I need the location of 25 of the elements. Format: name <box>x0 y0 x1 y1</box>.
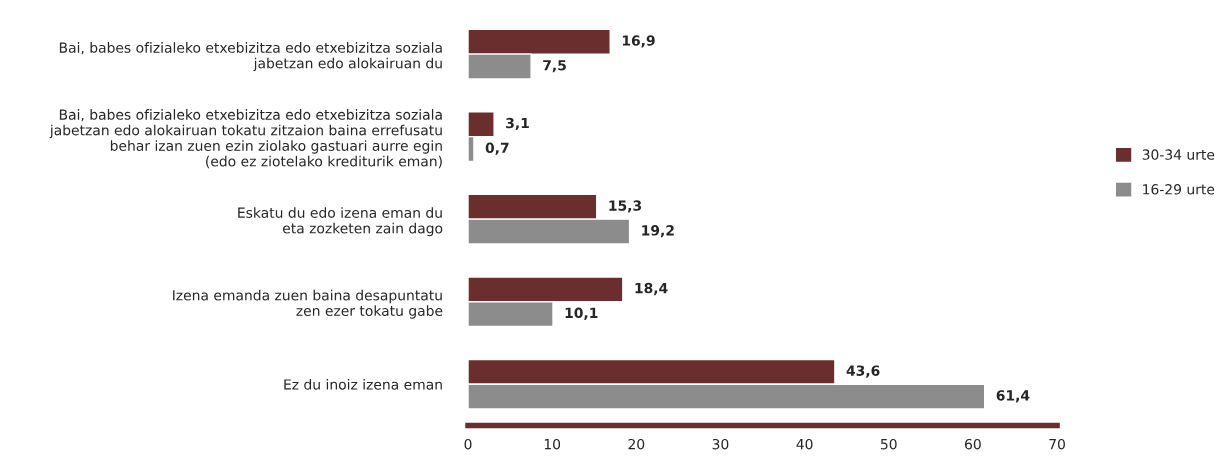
legend-label: 30-34 urte <box>1142 149 1215 160</box>
x-tick-label: 70 <box>1049 438 1065 450</box>
data-label: 16,9 <box>622 35 655 48</box>
x-tick-label: 20 <box>628 438 645 450</box>
x-tick-label: 50 <box>880 438 897 450</box>
y-tick-label: Bai, babes ofizialeko etxebizitza edo etxebizitza soziala jabetzan edo alokairuan du <box>59 42 442 72</box>
data-label: 43,6 <box>846 365 880 378</box>
data-label: 18,4 <box>635 282 668 296</box>
data-label: 61,4 <box>996 390 1030 403</box>
x-tick-label: 0 <box>464 438 472 450</box>
x-tick-label: 60 <box>965 438 981 450</box>
data-label: 7,5 <box>543 60 566 73</box>
legend-label: 16-29 urte <box>1143 184 1215 195</box>
x-tick-label: 40 <box>796 438 813 450</box>
data-label: 3,1 <box>506 117 529 131</box>
y-tick-label: Eskatu du edo izena eman du eta zozketen zain dago <box>238 207 443 237</box>
x-tick-label: 10 <box>544 438 561 450</box>
data-label: 19,2 <box>642 225 674 238</box>
x-tick-label: 30 <box>712 438 729 450</box>
data-label: 15,3 <box>609 200 642 213</box>
y-tick-label: Izena emanda zuen baina desapuntatu zen ezer tokatu gabe <box>173 289 443 319</box>
data-label: 10,1 <box>565 307 598 320</box>
y-tick-label: Ez du inoiz izena eman <box>284 378 442 390</box>
y-tick-label: Bai, babes ofizialeko etxebizitza edo etxebizitza soziala jabetzan edo alokairuan tokatu zitzaion baina errefusatu behar izan zuen ezin ziolako gastuari aurre egin (edo ez ziotelako krediturik eman) <box>49 109 442 169</box>
data-label: 0,7 <box>485 142 509 155</box>
